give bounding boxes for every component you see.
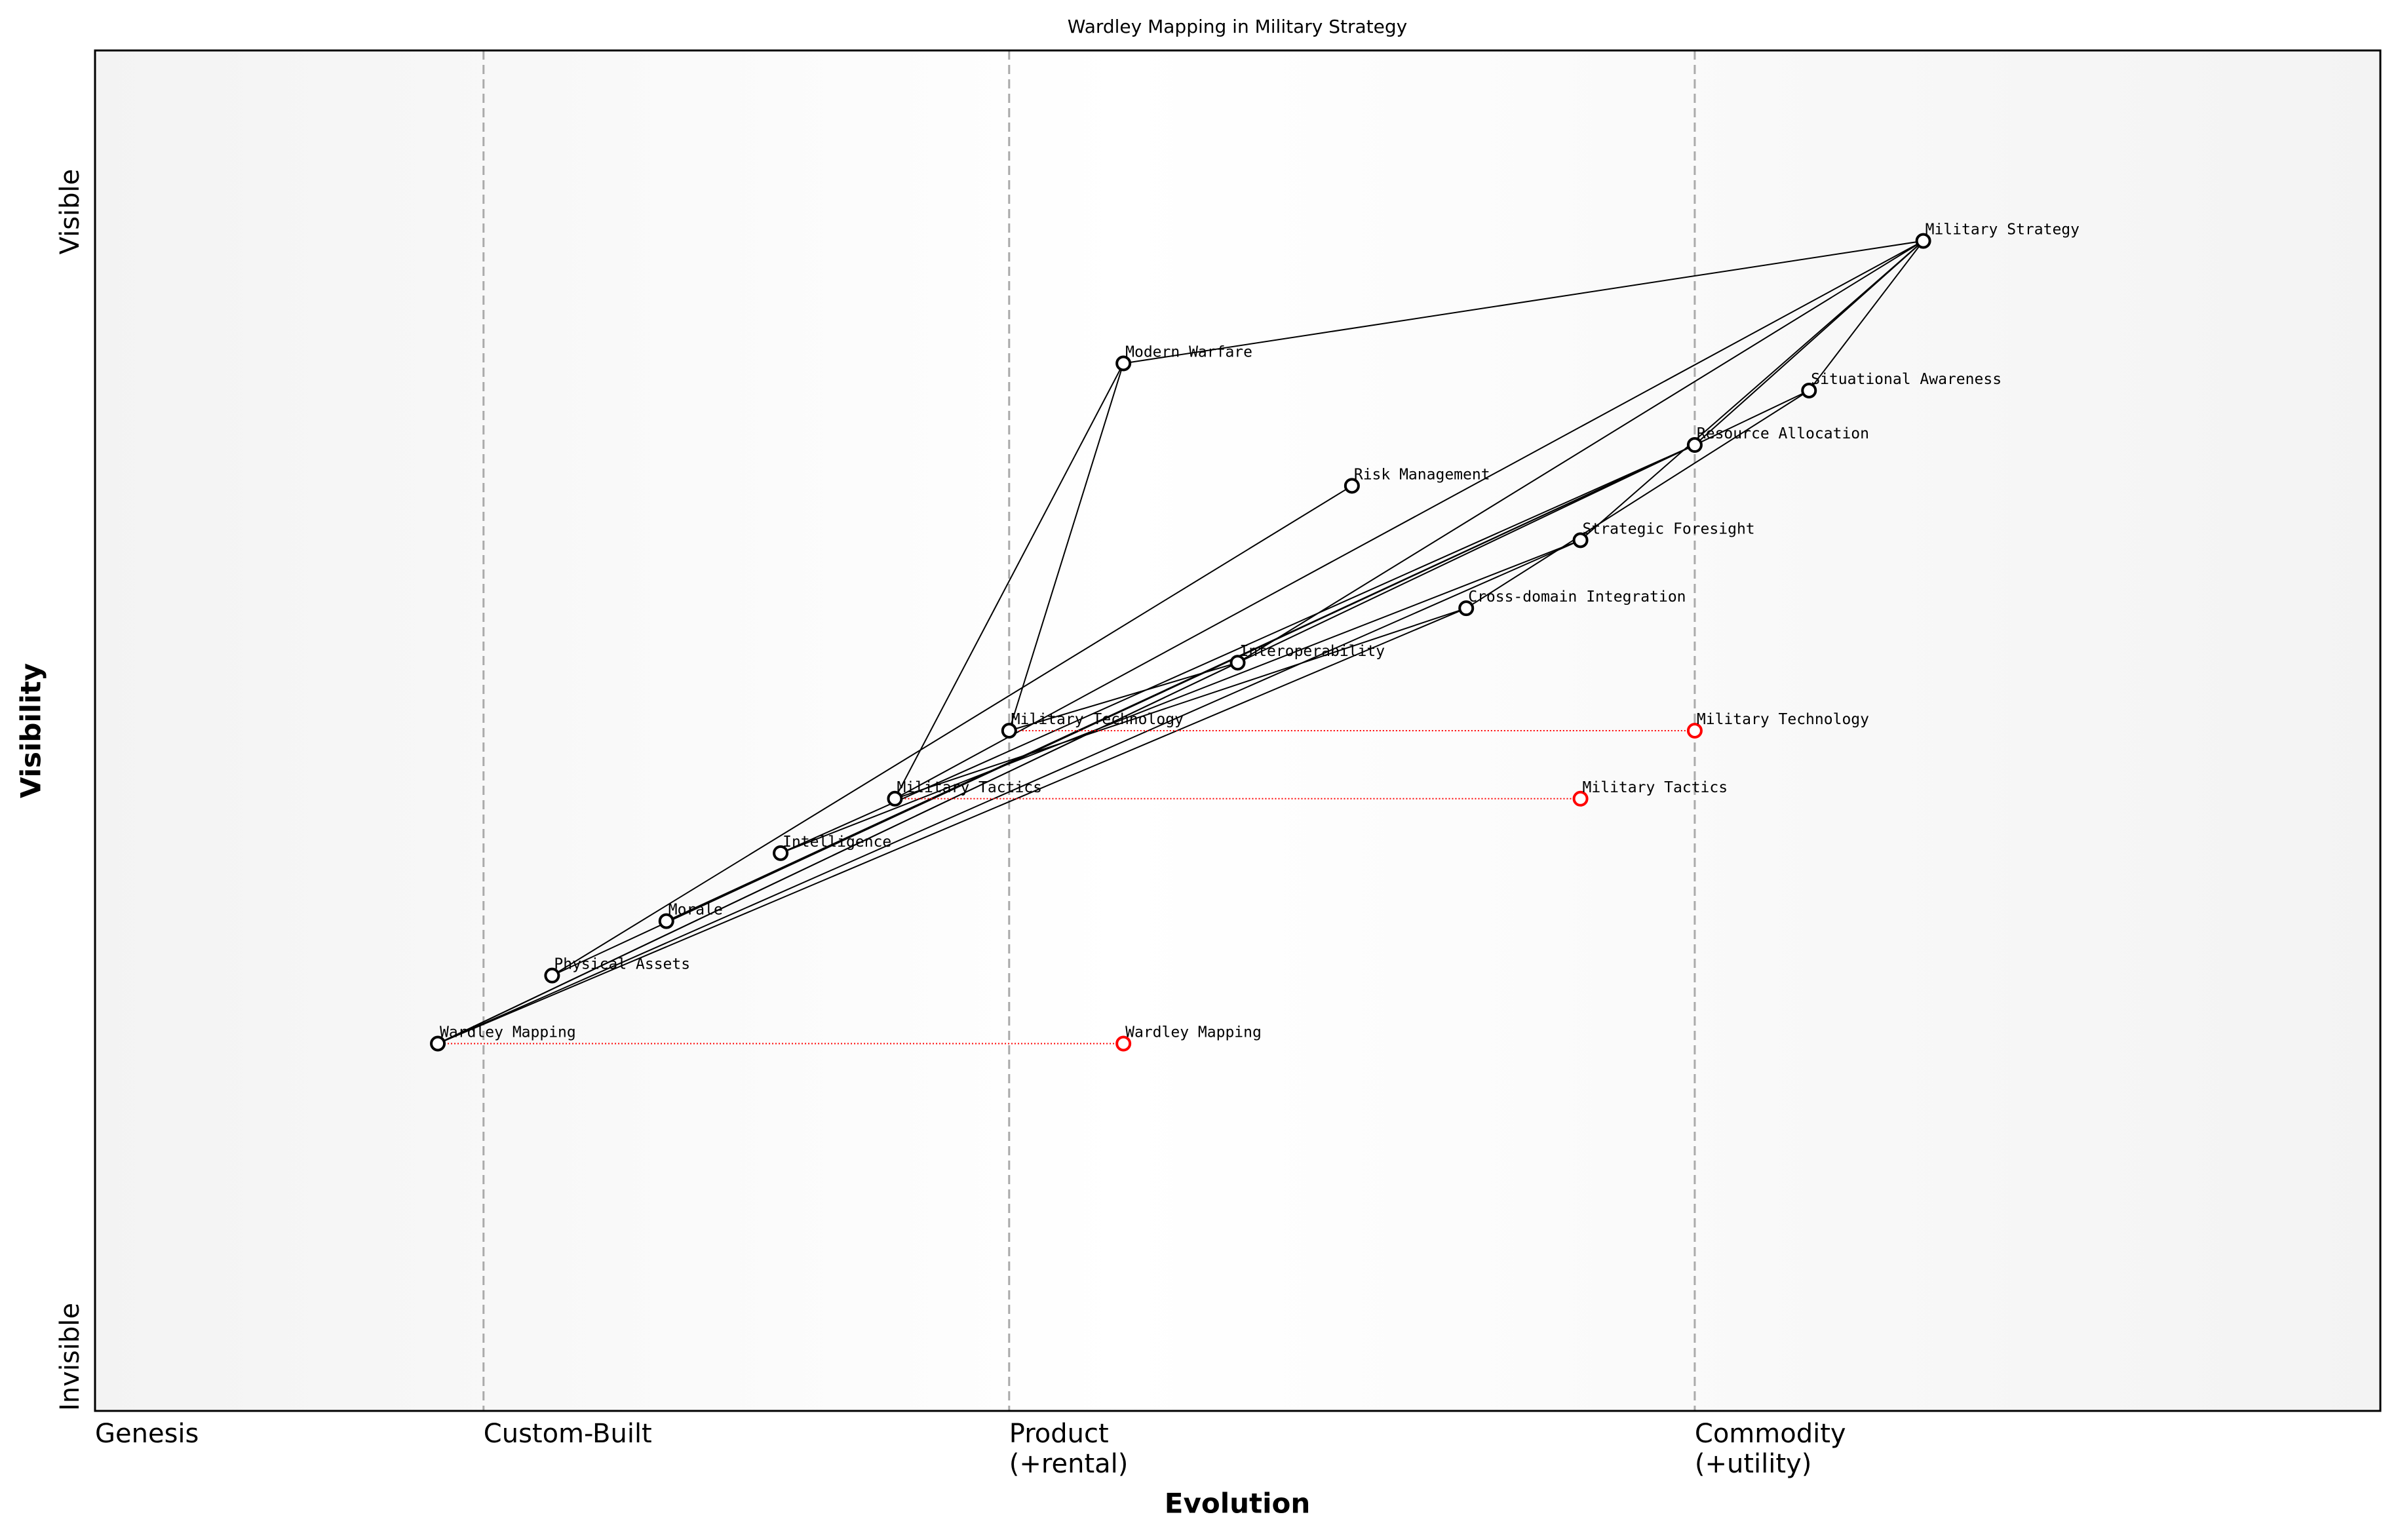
y-axis-title: Visibility: [15, 663, 47, 798]
node: [544, 967, 560, 984]
link: [551, 485, 1353, 976]
plot-frame: [94, 49, 2382, 1412]
link: [1237, 240, 1924, 664]
node: [887, 790, 903, 807]
link: [1465, 390, 1810, 609]
link: [1808, 241, 1924, 391]
node: [1458, 600, 1475, 617]
node-label: Morale: [668, 902, 723, 919]
link: [1694, 390, 1810, 446]
evolved-node-label: Wardley Mapping: [1125, 1024, 1262, 1041]
node-label: Risk Management: [1354, 466, 1490, 483]
node-label: Cross-domain Integration: [1468, 588, 1686, 606]
node-label: Resource Allocation: [1697, 425, 1869, 442]
y-tick-label: Invisible: [55, 1303, 85, 1411]
link: [1008, 363, 1125, 731]
node: [1572, 532, 1589, 549]
plot-background: [95, 50, 2380, 1411]
node: [1915, 233, 1931, 249]
link: [780, 444, 1695, 854]
node: [658, 913, 674, 929]
node: [1115, 355, 1132, 372]
link: [551, 444, 1695, 976]
link: [895, 607, 1467, 799]
evolved-node-label: Military Tactics: [1583, 779, 1728, 796]
evolved-node: [1115, 1035, 1132, 1052]
node-label: Physical Assets: [554, 956, 690, 973]
node-label: Wardley Mapping: [440, 1024, 576, 1041]
node: [1001, 723, 1017, 739]
node-label: Intelligence: [783, 834, 891, 851]
node-label: Military Tactics: [897, 779, 1042, 796]
y-tick-label: Visible: [55, 169, 85, 255]
chart-title: Wardley Mapping in Military Strategy: [1068, 16, 1407, 37]
link: [437, 662, 1238, 1045]
node-label: Military Technology: [1011, 711, 1184, 728]
link: [1009, 662, 1238, 731]
link: [437, 539, 1581, 1045]
node-label: Strategic Foresight: [1583, 520, 1755, 537]
evolved-node-label: Military Technology: [1697, 711, 1869, 728]
link: [894, 363, 1125, 799]
link: [1123, 240, 1924, 364]
node: [430, 1035, 446, 1052]
node: [773, 845, 789, 861]
node: [1229, 655, 1246, 671]
node: [1801, 383, 1817, 398]
node: [1686, 437, 1703, 453]
x-tick-label: Commodity (+utility): [1695, 1419, 1846, 1479]
node-label: Situational Awareness: [1811, 371, 2002, 388]
link: [437, 607, 1467, 1045]
node: [1344, 478, 1360, 494]
plot: Genesis Custom-Built Product (+rental) Commo…: [55, 50, 2080, 1479]
x-tick-label: Custom-Built: [484, 1419, 652, 1449]
x-tick-label: Product (+rental): [1009, 1419, 1129, 1479]
evolved-node: [1572, 790, 1589, 807]
x-axis-title: Evolution: [1165, 1488, 1310, 1520]
link: [894, 240, 1924, 799]
x-tick-label: Genesis: [95, 1419, 199, 1449]
node-label: Modern Warfare: [1125, 343, 1252, 360]
link: [1579, 240, 1924, 541]
node-label: Interoperability: [1240, 643, 1385, 660]
link: [780, 539, 1581, 854]
evolved-node: [1686, 723, 1703, 739]
node-label: Military Strategy: [1926, 221, 2080, 239]
